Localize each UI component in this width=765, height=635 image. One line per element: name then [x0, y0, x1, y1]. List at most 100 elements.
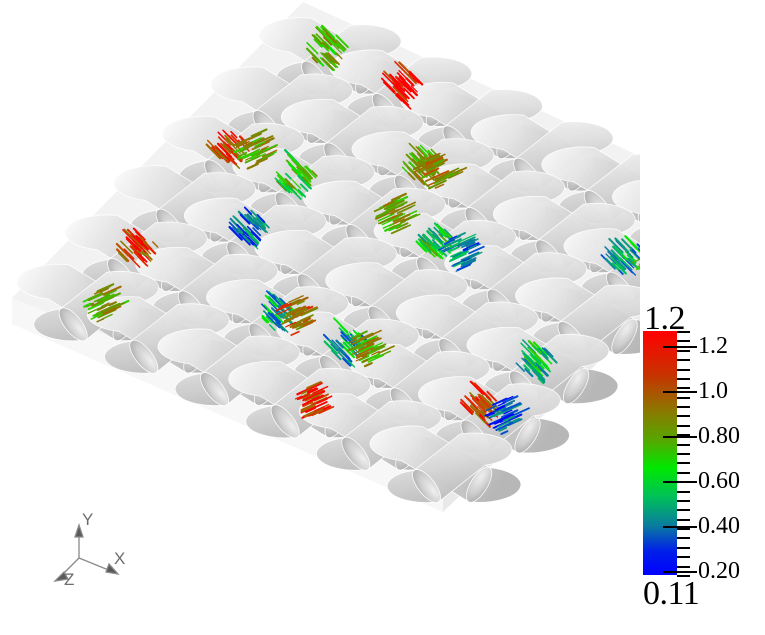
streamline-glyph	[626, 257, 637, 268]
streamline-glyph	[389, 209, 400, 215]
streamline-glyph	[260, 145, 270, 151]
streamline-glyph	[436, 224, 449, 237]
streamline-glyph	[614, 237, 626, 249]
streamline-glyph	[232, 137, 251, 147]
streamline-glyph	[335, 34, 349, 49]
streamline-glyph	[624, 250, 636, 262]
scalar-colorbar[interactable]: 1.2 1.2 1.0 0.80 0.60 0.40 0.20 0.11	[643, 302, 765, 615]
streamline-glyph	[294, 395, 303, 400]
streamline-glyph	[449, 235, 458, 240]
streamline-glyph	[449, 254, 463, 262]
streamline-glyph	[386, 205, 397, 211]
streamline-glyph	[311, 34, 325, 47]
colorbar-major-tick	[663, 526, 697, 529]
streamline-glyph	[134, 243, 142, 251]
streamline-glyph	[87, 305, 106, 314]
streamline-glyph	[402, 160, 414, 173]
streamline-glyph	[222, 144, 232, 154]
streamline-glyph	[300, 404, 316, 413]
streamline-glyph	[461, 240, 475, 248]
streamline-glyph	[296, 300, 305, 306]
streamline-glyph	[262, 310, 274, 321]
streamline-glyph	[302, 391, 319, 400]
streamline-glyph	[382, 223, 394, 229]
streamline-glyph	[468, 245, 485, 255]
streamline-glyph	[138, 235, 148, 245]
streamline-glyph	[250, 209, 260, 220]
streamline-glyph	[254, 144, 263, 150]
streamline-glyph	[631, 258, 640, 264]
glyph-cluster	[437, 232, 485, 272]
streamline-glyph	[321, 52, 337, 68]
streamline-glyph	[304, 165, 317, 179]
streamline-glyph	[311, 408, 327, 417]
streamline-glyph	[275, 171, 288, 184]
colorbar-minor-tick	[677, 509, 690, 512]
streamline-glyph	[275, 298, 285, 307]
streamline-glyph	[244, 143, 255, 150]
streamline-glyph	[411, 151, 421, 162]
streamline-glyph	[254, 221, 264, 231]
streamline-glyph	[464, 395, 479, 410]
streamline-glyph	[300, 169, 312, 181]
streamline-glyph	[443, 228, 453, 238]
streamline-glyph	[492, 420, 509, 429]
streamline-glyph	[619, 257, 629, 268]
streamline-glyph	[405, 153, 421, 169]
streamline-glyph	[433, 226, 444, 237]
streamline-glyph	[129, 234, 142, 247]
streamline-glyph	[537, 366, 549, 377]
streamline-glyph	[397, 201, 417, 211]
streamline-glyph	[547, 352, 558, 364]
streamline-glyph	[497, 420, 511, 428]
streamline-glyph	[537, 377, 545, 385]
streamline-glyph	[417, 238, 432, 252]
streamline-glyph	[285, 321, 297, 328]
streamline-glyph	[354, 330, 368, 338]
streamline-glyph	[377, 345, 395, 354]
streamline-glyph	[230, 134, 241, 145]
streamline-glyph	[498, 426, 508, 432]
streamline-glyph	[394, 199, 405, 206]
streamline-glyph	[235, 140, 250, 149]
streamline-glyph	[529, 364, 546, 381]
streamline-glyph	[501, 409, 519, 419]
streamline-glyph	[473, 398, 487, 412]
tube-segment	[386, 432, 513, 503]
streamline-glyph	[499, 413, 515, 422]
streamline-glyph	[256, 218, 263, 225]
streamline-glyph	[428, 240, 438, 250]
streamline-glyph	[502, 395, 519, 404]
streamline-glyph	[280, 302, 289, 308]
colorbar-gradient[interactable]	[643, 331, 677, 575]
streamline-glyph	[96, 284, 113, 293]
streamline-glyph	[522, 339, 537, 354]
streamline-glyph	[362, 332, 374, 339]
streamline-glyph	[322, 44, 330, 52]
streamline-glyph	[330, 343, 339, 352]
y-axis-arrow	[74, 522, 84, 538]
z-axis-label: Z	[64, 570, 75, 589]
streamline-glyph	[629, 249, 640, 261]
streamline-glyph	[231, 144, 241, 154]
streamline-glyph	[338, 327, 351, 340]
streamline-glyph	[129, 245, 140, 255]
streamline-glyph	[299, 183, 309, 192]
colorbar-tick-label: 0.20	[698, 558, 740, 585]
streamline-glyph	[125, 238, 138, 250]
streamline-glyph	[327, 52, 340, 66]
streamline-glyph	[381, 216, 399, 226]
streamline-glyph	[90, 313, 103, 320]
streamline-glyph	[306, 41, 319, 55]
orientation-triad[interactable]: Y X Z	[30, 500, 150, 610]
streamline-glyph	[348, 338, 358, 344]
streamline-glyph	[307, 382, 323, 390]
colorbar-minor-tick	[677, 331, 690, 333]
streamline-glyph	[637, 247, 640, 252]
streamline-glyph	[486, 390, 498, 402]
streamline-glyph	[493, 410, 508, 418]
streamline-glyph	[489, 410, 503, 418]
streamline-glyph	[411, 152, 421, 163]
render-viewport[interactable]	[0, 0, 640, 635]
streamline-glyph	[270, 312, 282, 324]
